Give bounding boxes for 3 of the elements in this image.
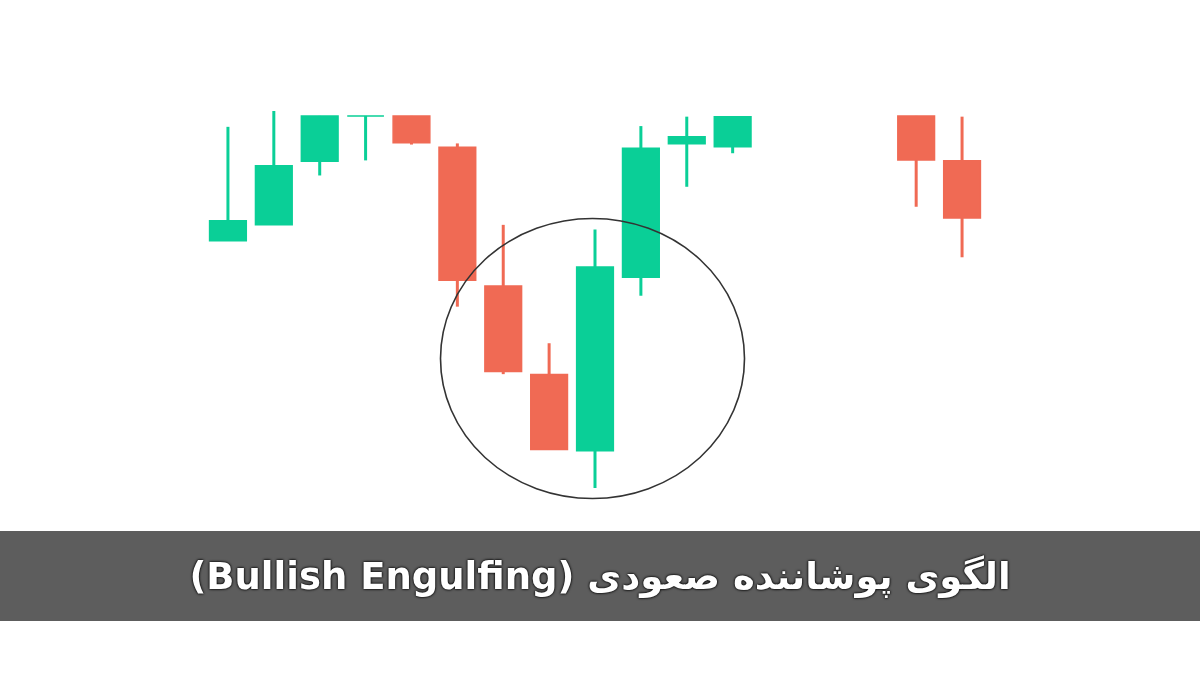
candlestick (346, 114, 385, 161)
candlestick (667, 116, 706, 187)
text: الگوی پوشاننده صعودی (Bullish Engulfing) (0, 531, 1200, 621)
